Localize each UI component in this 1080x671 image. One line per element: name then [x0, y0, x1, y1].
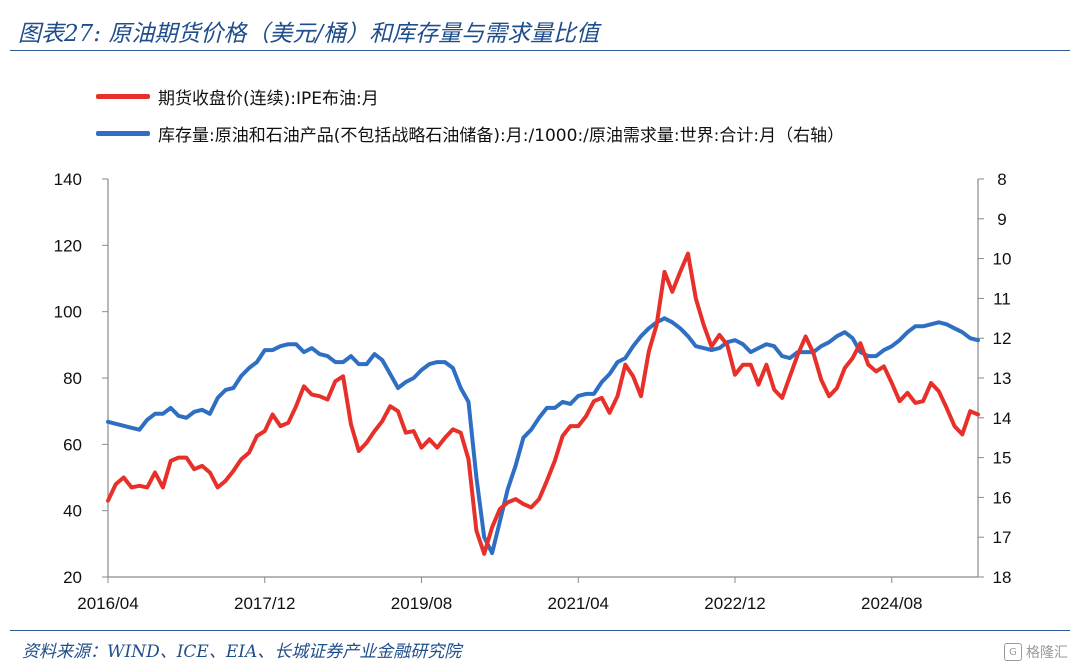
left-axis-tick-label: 120 — [54, 236, 82, 255]
left-axis-tick-label: 140 — [54, 170, 82, 189]
legend-swatch-price — [96, 93, 150, 99]
right-axis-tick-label: 8 — [997, 170, 1006, 189]
right-axis-tick-label: 12 — [993, 329, 1012, 348]
x-axis-tick-label: 2017/12 — [234, 594, 295, 613]
chart-title: 图表27: 原油期货价格（美元/桶）和库存量与需求量比值 — [18, 21, 600, 47]
left-axis-tick-label: 80 — [63, 369, 82, 388]
right-axis-tick-label: 14 — [993, 409, 1012, 428]
right-axis-tick-label: 18 — [993, 568, 1012, 587]
right-axis-tick-label: 10 — [993, 250, 1012, 269]
left-axis-tick-label: 60 — [63, 435, 82, 454]
inventory-ratio-line — [106, 316, 980, 556]
legend-swatch-inventory-ratio — [96, 130, 150, 136]
series-layer — [106, 251, 980, 556]
x-axis-tick-label: 2024/08 — [861, 594, 922, 613]
watermark: G 格隆汇 — [1004, 642, 1068, 662]
x-axis-tick-label: 2021/04 — [548, 594, 609, 613]
legend-item-price: 期货收盘价(连续):IPE布油:月 — [96, 83, 379, 109]
x-axis-tick-label: 2019/08 — [391, 594, 452, 613]
left-axis-tick-label: 100 — [54, 303, 82, 322]
right-axis-tick-label: 13 — [993, 369, 1012, 388]
left-axis-tick-label: 20 — [63, 568, 82, 587]
watermark-text: 格隆汇 — [1026, 645, 1068, 661]
axes: 20 40 60 80 100 120 140 8 9 10 11 12 13 14 15 16 17 18 201… — [54, 170, 1012, 613]
right-axis-tick-label: 16 — [993, 488, 1012, 507]
watermark-logo-icon: G — [1004, 643, 1022, 661]
right-axis-tick-label: 17 — [993, 528, 1012, 547]
source-divider — [10, 630, 1070, 631]
right-axis-tick-label: 11 — [993, 289, 1011, 308]
right-axis-tick-label: 9 — [997, 210, 1006, 229]
x-axis-tick-label: 2016/04 — [77, 594, 138, 613]
x-axis-tick-label: 2022/12 — [704, 594, 765, 613]
legend-label-inventory-ratio: 库存量:原油和石油产品(不包括战略石油储备):月:/1000:/原油需求量:世界… — [158, 125, 845, 146]
brent-price-line — [106, 251, 980, 556]
right-axis-tick-label: 15 — [993, 449, 1012, 468]
left-axis-tick-label: 40 — [63, 502, 82, 521]
source-note: 资料来源：WIND、ICE、EIA、长城证券产业金融研究院 — [22, 642, 462, 662]
title-divider — [10, 50, 1070, 51]
legend-item-inventory-ratio: 库存量:原油和石油产品(不包括战略石油储备):月:/1000:/原油需求量:世界… — [96, 120, 844, 146]
legend-label-price: 期货收盘价(连续):IPE布油:月 — [158, 88, 379, 109]
